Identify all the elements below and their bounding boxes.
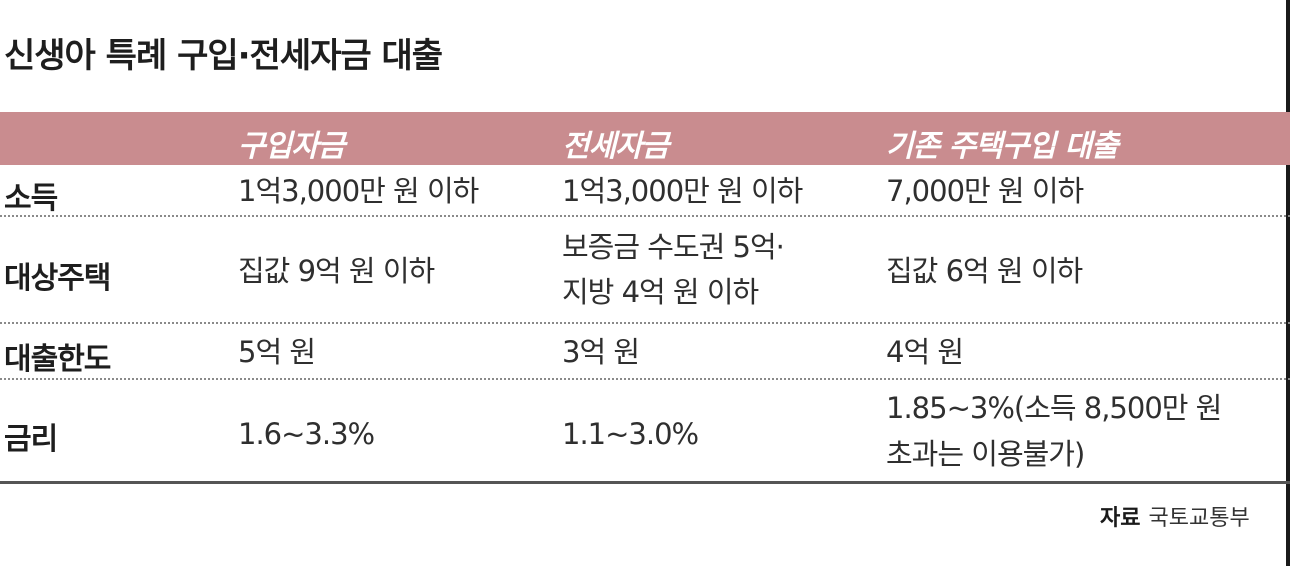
cell-limit-jeonse: 3억 원 [562, 335, 640, 369]
cell-income-purchase: 1억3,000만 원 이하 [238, 174, 479, 208]
cell-housing-purchase: 집값 9억 원 이하 [238, 254, 435, 288]
cell-rate-existing-line2: 초과는 이용불가) [886, 437, 1085, 471]
cell-housing-existing: 집값 6억 원 이하 [886, 254, 1083, 288]
row-label-income: 소득 [4, 181, 58, 216]
source-label: 자료 [1100, 506, 1141, 531]
loan-comparison-table: 구입자금 전세자금 기존 주택구입 대출 소득 1억3,000만 원 이하 1억… [0, 112, 1290, 484]
table-header-row: 구입자금 전세자금 기존 주택구입 대출 [0, 112, 1290, 165]
cell-rate-existing-line1: 1.85~3%(소득 8,500만 원 [886, 391, 1222, 425]
column-header-purchase: 구입자금 [238, 129, 345, 164]
row-label-loan-limit: 대출한도 [4, 342, 111, 377]
table-title: 신생아 특례 구입·전세자금 대출 [4, 36, 443, 76]
cell-rate-purchase: 1.6~3.3% [238, 417, 375, 451]
column-header-jeonse: 전세자금 [562, 129, 669, 164]
column-header-existing-loan: 기존 주택구입 대출 [886, 129, 1119, 164]
source-credit: 자료 국토교통부 [1100, 500, 1250, 532]
row-label-target-housing: 대상주택 [4, 261, 111, 296]
table-row-target-housing: 대상주택 집값 9억 원 이하 보증금 수도권 5억· 지방 4억 원 이하 집… [0, 217, 1290, 324]
right-edge-border [1286, 0, 1290, 566]
cell-income-existing: 7,000만 원 이하 [886, 174, 1084, 208]
cell-limit-purchase: 5억 원 [238, 335, 316, 369]
source-value: 국토교통부 [1148, 506, 1250, 531]
cell-income-jeonse: 1억3,000만 원 이하 [562, 174, 803, 208]
cell-limit-existing: 4억 원 [886, 335, 964, 369]
table-row-interest-rate: 금리 1.6~3.3% 1.1~3.0% 1.85~3%(소득 8,500만 원… [0, 380, 1290, 484]
cell-rate-jeonse: 1.1~3.0% [562, 417, 699, 451]
row-label-interest-rate: 금리 [4, 422, 58, 457]
cell-housing-jeonse-line2: 지방 4억 원 이하 [562, 275, 759, 309]
table-row-income: 소득 1억3,000만 원 이하 1억3,000만 원 이하 7,000만 원 … [0, 165, 1290, 217]
cell-housing-jeonse-line1: 보증금 수도권 5억· [562, 230, 785, 264]
table-row-loan-limit: 대출한도 5억 원 3억 원 4억 원 [0, 324, 1290, 380]
